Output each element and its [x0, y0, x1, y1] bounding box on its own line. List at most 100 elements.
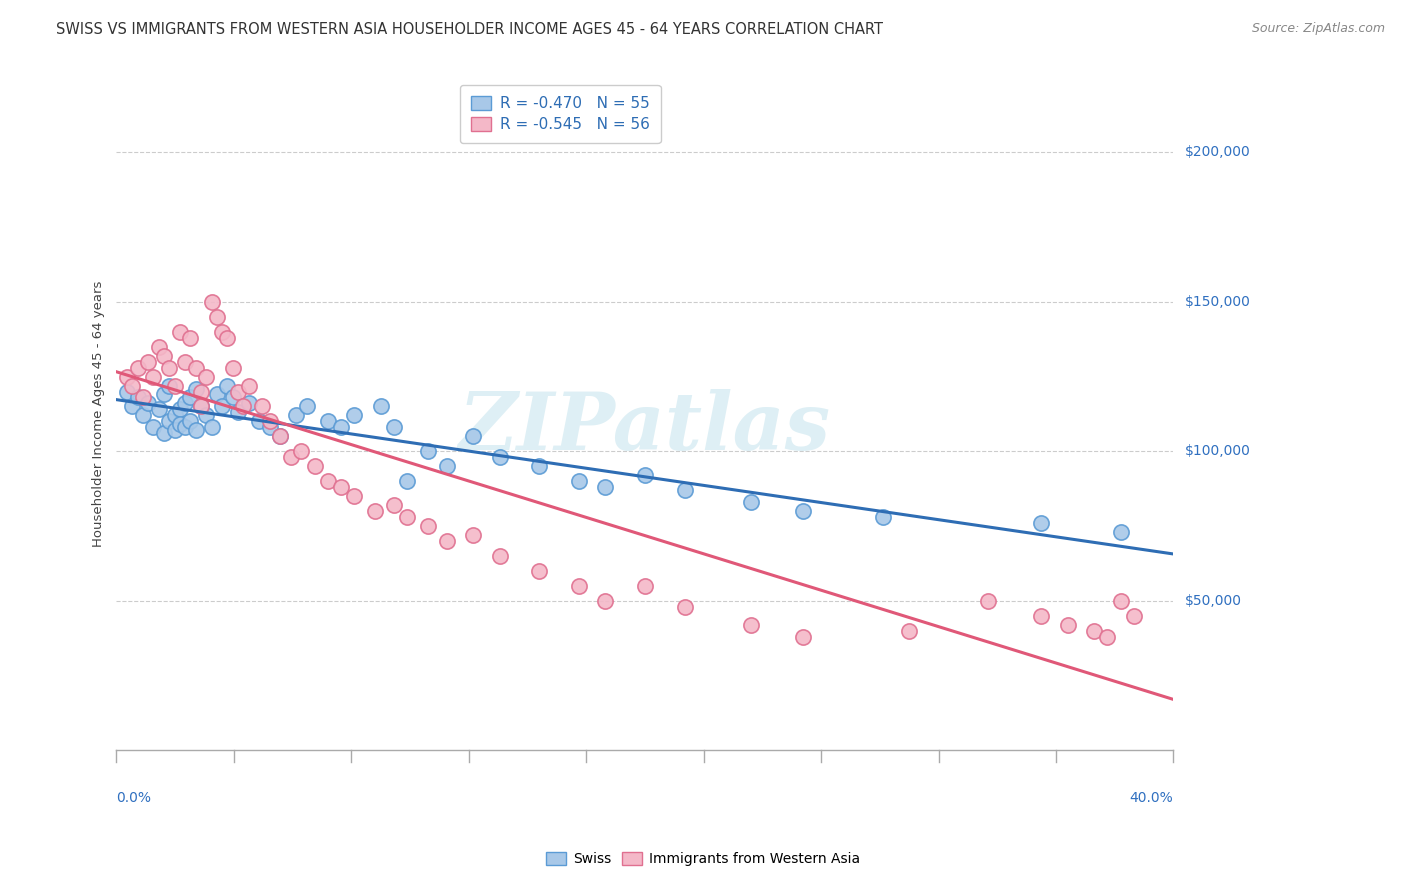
- Point: [153, 426, 176, 441]
- Point: [238, 378, 260, 392]
- Text: $150,000: $150,000: [1184, 294, 1250, 309]
- Point: [115, 369, 138, 384]
- Point: [396, 510, 419, 524]
- Point: [121, 400, 143, 414]
- Point: [153, 387, 176, 401]
- Point: [436, 459, 458, 474]
- Point: [396, 474, 419, 488]
- Point: [1109, 525, 1132, 540]
- Point: [792, 630, 814, 644]
- Point: [132, 409, 155, 423]
- Point: [364, 504, 387, 518]
- Text: $100,000: $100,000: [1184, 444, 1250, 458]
- Point: [222, 391, 245, 405]
- Point: [529, 459, 551, 474]
- Point: [127, 360, 149, 375]
- Point: [200, 294, 222, 309]
- Point: [595, 480, 617, 494]
- Text: 40.0%: 40.0%: [1129, 791, 1174, 805]
- Point: [740, 617, 762, 632]
- Point: [184, 382, 207, 396]
- Point: [343, 409, 366, 423]
- Text: SWISS VS IMMIGRANTS FROM WESTERN ASIA HOUSEHOLDER INCOME AGES 45 - 64 YEARS CORR: SWISS VS IMMIGRANTS FROM WESTERN ASIA HO…: [56, 22, 883, 37]
- Point: [529, 564, 551, 578]
- Point: [463, 528, 485, 542]
- Text: Source: ZipAtlas.com: Source: ZipAtlas.com: [1251, 22, 1385, 36]
- Point: [226, 384, 249, 399]
- Point: [595, 594, 617, 608]
- Point: [792, 504, 814, 518]
- Point: [217, 378, 239, 392]
- Legend: Swiss, Immigrants from Western Asia: Swiss, Immigrants from Western Asia: [541, 847, 865, 871]
- Point: [211, 400, 233, 414]
- Point: [184, 423, 207, 437]
- Point: [280, 450, 302, 465]
- Point: [148, 402, 170, 417]
- Point: [174, 354, 197, 368]
- Point: [269, 429, 291, 443]
- Point: [157, 360, 180, 375]
- Point: [121, 378, 143, 392]
- Point: [132, 391, 155, 405]
- Text: 0.0%: 0.0%: [117, 791, 152, 805]
- Legend: R = -0.470   N = 55, R = -0.545   N = 56: R = -0.470 N = 55, R = -0.545 N = 56: [460, 85, 661, 143]
- Point: [740, 495, 762, 509]
- Point: [127, 391, 149, 405]
- Point: [190, 400, 212, 414]
- Point: [370, 400, 392, 414]
- Point: [163, 378, 186, 392]
- Point: [136, 354, 159, 368]
- Point: [285, 409, 308, 423]
- Point: [222, 360, 245, 375]
- Point: [463, 429, 485, 443]
- Point: [169, 402, 191, 417]
- Point: [488, 450, 510, 465]
- Point: [1097, 630, 1119, 644]
- Point: [195, 369, 218, 384]
- Point: [179, 331, 201, 345]
- Point: [179, 391, 201, 405]
- Point: [259, 414, 281, 428]
- Point: [153, 349, 176, 363]
- Point: [195, 409, 218, 423]
- Point: [190, 384, 212, 399]
- Y-axis label: Householder Income Ages 45 - 64 years: Householder Income Ages 45 - 64 years: [93, 281, 105, 547]
- Point: [568, 474, 591, 488]
- Point: [1031, 608, 1053, 623]
- Point: [148, 340, 170, 354]
- Point: [211, 325, 233, 339]
- Point: [673, 599, 696, 614]
- Point: [174, 396, 197, 410]
- Point: [382, 420, 405, 434]
- Point: [259, 420, 281, 434]
- Point: [673, 483, 696, 498]
- Point: [115, 384, 138, 399]
- Point: [290, 444, 312, 458]
- Point: [269, 429, 291, 443]
- Point: [418, 444, 440, 458]
- Point: [136, 396, 159, 410]
- Point: [1083, 624, 1105, 638]
- Point: [1056, 617, 1078, 632]
- Point: [142, 369, 165, 384]
- Point: [205, 387, 228, 401]
- Point: [1031, 516, 1053, 530]
- Point: [247, 414, 270, 428]
- Point: [488, 549, 510, 563]
- Point: [250, 400, 273, 414]
- Point: [232, 400, 254, 414]
- Text: $200,000: $200,000: [1184, 145, 1250, 159]
- Point: [634, 468, 657, 483]
- Point: [169, 417, 191, 432]
- Point: [295, 400, 318, 414]
- Point: [157, 378, 180, 392]
- Text: ZIPatlas: ZIPatlas: [458, 389, 831, 467]
- Point: [304, 459, 326, 474]
- Point: [200, 420, 222, 434]
- Point: [898, 624, 921, 638]
- Point: [163, 423, 186, 437]
- Point: [169, 325, 191, 339]
- Point: [238, 396, 260, 410]
- Point: [436, 534, 458, 549]
- Point: [142, 420, 165, 434]
